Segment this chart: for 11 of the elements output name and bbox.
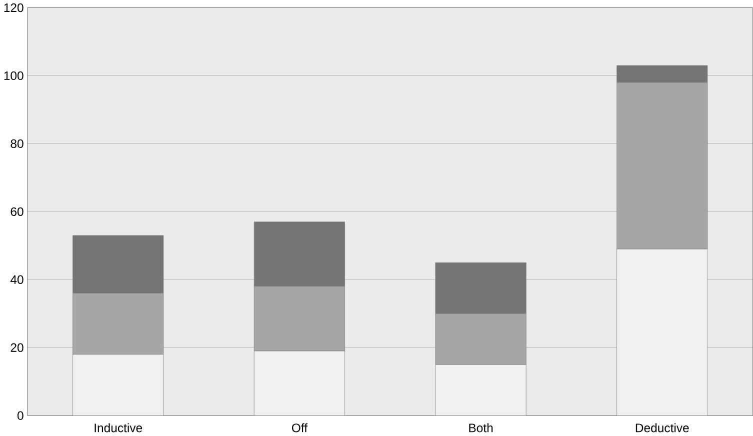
x-tick-label: Off (292, 423, 308, 432)
y-tick-label: 20 (10, 343, 24, 352)
y-tick-label: 100 (4, 72, 24, 80)
y-tick-label: 40 (10, 275, 24, 284)
y-tick-label: 60 (10, 207, 24, 216)
x-tick-label: Deductive (636, 423, 689, 432)
x-tick-label: Inductive (94, 423, 142, 432)
y-tick-label: 80 (10, 140, 24, 148)
y-tick-label: 120 (4, 4, 24, 12)
y-tick-label: 0 (18, 411, 24, 420)
x-tick-label: Both (469, 423, 493, 432)
